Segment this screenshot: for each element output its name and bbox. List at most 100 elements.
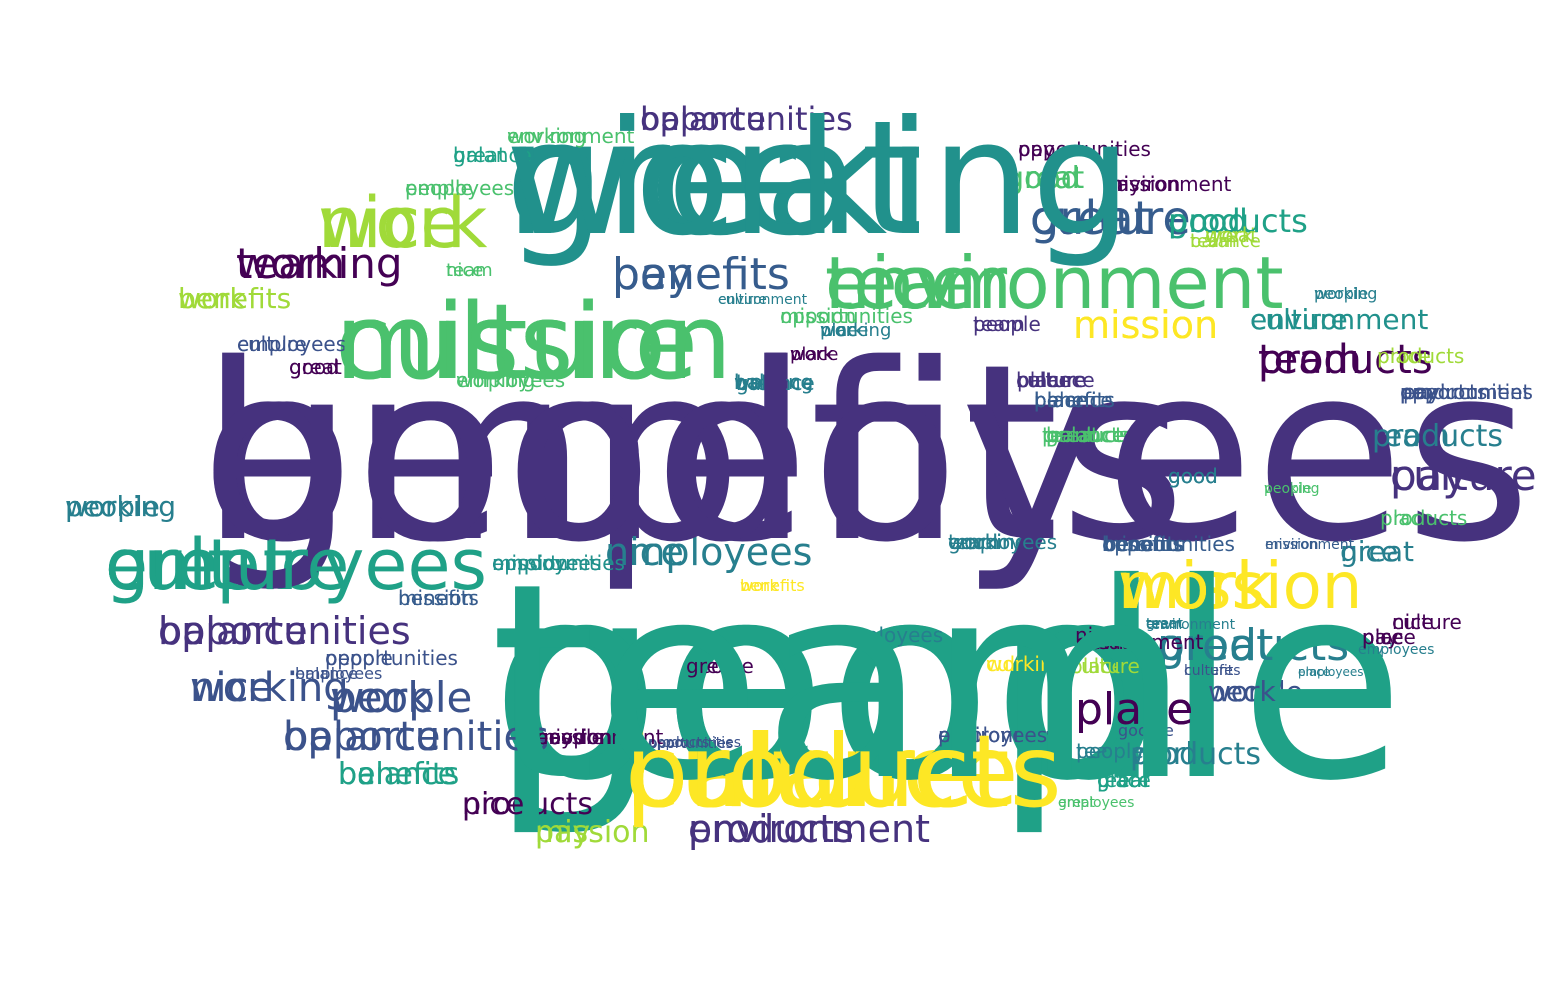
cloud-word: benefits	[1034, 388, 1115, 412]
cloud-word: great	[505, 87, 923, 271]
cloud-word: people	[973, 312, 1041, 336]
cloud-word: opportunities	[1102, 532, 1235, 556]
cloud-word: opportunities	[325, 646, 458, 670]
cloud-word: working	[986, 652, 1066, 676]
cloud-word: environment	[938, 723, 1066, 747]
cloud-word: working	[65, 490, 177, 523]
cloud-word: benefits	[1104, 532, 1185, 556]
cloud-word: environment	[1250, 303, 1429, 336]
cloud-word: balance	[734, 370, 813, 394]
cloud-word: good	[1168, 464, 1218, 488]
cloud-word: products	[1042, 423, 1130, 447]
cloud-word: nice	[1362, 625, 1404, 649]
cloud-word: environment	[1265, 537, 1355, 553]
cloud-word: balance	[1034, 388, 1113, 412]
cloud-word: team	[1190, 231, 1237, 252]
cloud-word: working	[734, 370, 814, 394]
cloud-word: products	[1157, 620, 1350, 671]
cloud-word: work	[1208, 675, 1276, 708]
cloud-word: mission	[398, 586, 475, 610]
cloud-word: products	[625, 713, 1062, 830]
cloud-word: employees	[200, 312, 1532, 596]
cloud-word: team	[1146, 616, 1183, 632]
cloud-word: working	[820, 320, 892, 341]
cloud-word: great	[289, 355, 342, 379]
cloud-word: balance	[1016, 368, 1095, 392]
cloud-word: good	[1168, 464, 1218, 488]
cloud-word: culture	[1070, 654, 1140, 678]
cloud-word: culture	[718, 292, 767, 308]
cloud-word: people	[686, 654, 754, 678]
cloud-word: culture	[1392, 610, 1462, 634]
cloud-word: benefits	[1034, 388, 1115, 412]
cloud-word: nice	[834, 623, 876, 647]
cloud-word: balance	[640, 100, 766, 138]
cloud-word: place	[790, 344, 839, 365]
cloud-word: good	[536, 725, 586, 749]
cloud-word: products	[1046, 423, 1134, 447]
cloud-word: great	[1205, 223, 1258, 247]
cloud-word: benefits	[1184, 663, 1241, 679]
cloud-word: mission	[536, 725, 613, 749]
cloud-word: people	[1264, 481, 1312, 497]
cloud-word: culture	[625, 713, 975, 830]
cloud-word: great	[1097, 768, 1150, 792]
cloud-word: people	[1076, 630, 1144, 654]
cloud-word: work	[790, 344, 834, 365]
cloud-word: products	[648, 735, 710, 751]
cloud-word: great	[1030, 191, 1152, 245]
cloud-word: great	[1157, 620, 1274, 671]
cloud-word: pay	[536, 725, 573, 749]
cloud-word: products	[1377, 344, 1465, 368]
cloud-word: pay	[1403, 380, 1440, 404]
cloud-word: good	[948, 530, 998, 554]
cloud-word: culture	[1030, 191, 1191, 245]
cloud-word: good	[289, 355, 339, 379]
cloud-word: products	[1372, 419, 1504, 454]
cloud-word: nice	[825, 241, 975, 325]
cloud-word: pay	[1018, 137, 1055, 161]
cloud-word: team	[973, 312, 1025, 336]
cloud-word: people	[1208, 675, 1303, 708]
cloud-word: people	[1314, 284, 1369, 303]
cloud-word: employees	[237, 332, 347, 356]
cloud-word: employees	[938, 723, 1048, 747]
cloud-word: mission	[1118, 550, 1363, 624]
cloud-word: nice	[1075, 623, 1117, 647]
cloud-word: working	[190, 665, 349, 711]
cloud-word: mission	[492, 551, 569, 575]
cloud-word: pay	[1358, 642, 1384, 658]
cloud-word: work	[1118, 550, 1273, 624]
cloud-word: working	[1314, 284, 1378, 303]
cloud-word: people	[1075, 623, 1143, 647]
cloud-word: mission	[780, 304, 857, 328]
cloud-word: products	[1400, 380, 1488, 404]
cloud-word: benefits	[612, 249, 790, 300]
cloud-word: people	[536, 725, 604, 749]
cloud-word: benefits	[1104, 532, 1185, 556]
cloud-word: team	[236, 239, 345, 288]
cloud-word: employees	[1298, 665, 1364, 679]
cloud-word: products	[688, 807, 854, 851]
cloud-word: good	[1168, 202, 1248, 240]
cloud-word: environment	[1403, 380, 1531, 404]
cloud-word: people	[330, 673, 473, 722]
cloud-word: pay	[1400, 380, 1437, 404]
cloud-word: opportunities	[640, 736, 734, 752]
cloud-word: work	[740, 576, 779, 595]
cloud-word: work	[178, 282, 246, 315]
cloud-word: mission	[335, 281, 733, 403]
cloud-word: products	[1130, 737, 1262, 772]
cloud-word: employees	[834, 623, 944, 647]
cloud-word: place	[1097, 768, 1151, 792]
cloud-word: team	[446, 260, 493, 281]
cloud-word: team	[1097, 768, 1149, 792]
cloud-word: great	[1058, 795, 1096, 811]
cloud-word: culture	[1184, 663, 1233, 679]
cloud-word: great	[1046, 423, 1099, 447]
cloud-word: opportunities	[283, 714, 549, 760]
cloud-word: good	[536, 725, 586, 749]
cloud-word: people	[1076, 739, 1144, 763]
cloud-word: environment	[825, 241, 1284, 325]
cloud-word: working	[948, 530, 1028, 554]
